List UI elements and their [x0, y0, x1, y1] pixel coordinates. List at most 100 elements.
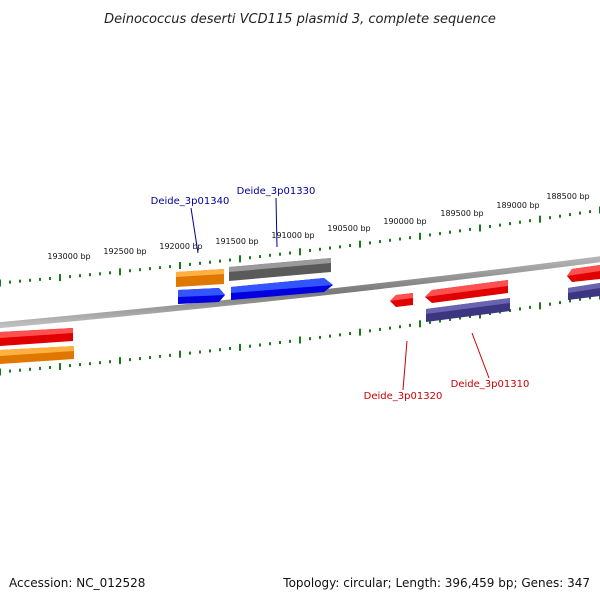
minor-tick	[329, 334, 331, 338]
minor-tick	[79, 274, 81, 278]
tick-label: 193000 bp	[47, 252, 90, 261]
minor-tick	[589, 296, 591, 300]
major-tick	[239, 255, 241, 263]
minor-tick	[369, 329, 371, 333]
major-tick	[0, 279, 1, 287]
minor-tick	[149, 267, 151, 271]
minor-tick	[519, 220, 521, 224]
major-tick	[299, 248, 301, 256]
feature-red-right-edge[interactable]	[567, 265, 600, 282]
major-tick	[59, 274, 61, 282]
minor-tick	[339, 333, 341, 337]
accession-text: Accession: NC_012528	[9, 576, 146, 590]
tick-label: 190500 bp	[327, 224, 370, 233]
minor-tick	[529, 305, 531, 309]
major-tick	[239, 343, 241, 351]
major-tick	[479, 224, 481, 232]
minor-tick	[269, 342, 271, 346]
minor-tick	[29, 278, 31, 282]
backbone-arc	[0, 256, 600, 329]
outer-ticks	[0, 206, 600, 287]
minor-tick	[329, 246, 331, 250]
minor-tick	[429, 233, 431, 237]
minor-tick	[499, 223, 501, 227]
feature-red-1310-upper[interactable]	[425, 280, 508, 303]
tick-labels: 188500 bp 189000 bp 189500 bp 190000 bp …	[47, 192, 589, 261]
minor-tick	[459, 229, 461, 233]
minor-tick	[349, 244, 351, 247]
minor-tick	[29, 367, 31, 371]
major-tick	[179, 262, 181, 269]
major-tick	[119, 268, 121, 276]
feature-purple-right-edge[interactable]	[568, 283, 600, 300]
feature-orange-upper[interactable]	[176, 269, 224, 287]
minor-tick	[19, 279, 21, 283]
minor-tick	[279, 341, 281, 344]
minor-tick	[89, 362, 91, 366]
major-tick	[299, 336, 301, 344]
minor-tick	[49, 366, 51, 369]
minor-tick	[39, 277, 41, 281]
feature-blue-upper-1330[interactable]	[231, 278, 333, 300]
minor-tick	[79, 363, 81, 367]
feature-blue-upper-1340[interactable]	[178, 288, 225, 304]
minor-tick	[369, 241, 371, 245]
minor-tick	[579, 211, 581, 215]
minor-tick	[139, 268, 141, 272]
minor-tick	[439, 232, 441, 236]
minor-tick	[489, 225, 491, 228]
major-tick	[539, 215, 541, 223]
minor-tick	[109, 271, 111, 275]
minor-tick	[169, 265, 171, 269]
minor-tick	[279, 252, 281, 256]
minor-tick	[559, 301, 561, 305]
minor-tick	[379, 327, 381, 331]
gene-label-1320[interactable]: Deide_3p01320	[364, 391, 443, 402]
topology-summary: Topology: circular; Length: 396,459 bp; …	[283, 576, 590, 590]
minor-tick	[199, 261, 201, 265]
minor-tick	[469, 227, 471, 231]
minor-tick	[429, 320, 431, 324]
minor-tick	[389, 238, 391, 242]
minor-tick	[69, 275, 71, 279]
gene-label-1330[interactable]: Deide_3p01330	[237, 186, 316, 197]
minor-tick	[169, 353, 171, 357]
major-tick	[359, 240, 361, 248]
minor-tick	[289, 339, 291, 343]
minor-tick	[379, 240, 381, 244]
gene-label-1340[interactable]: Deide_3p01340	[151, 196, 230, 207]
minor-tick	[159, 354, 161, 358]
minor-tick	[549, 302, 551, 306]
feature-orange-left-edge[interactable]	[0, 346, 74, 364]
minor-tick	[589, 210, 591, 214]
feature-red-1320[interactable]	[390, 293, 413, 307]
feature-red-left-edge[interactable]	[0, 328, 73, 346]
minor-tick	[189, 262, 191, 266]
minor-tick	[269, 253, 271, 257]
minor-tick	[399, 325, 401, 329]
minor-tick	[209, 349, 211, 353]
minor-tick	[449, 318, 451, 321]
major-tick	[0, 368, 1, 376]
minor-tick	[109, 360, 111, 364]
minor-tick	[19, 368, 21, 372]
minor-tick	[209, 260, 211, 264]
feature-purple-1310[interactable]	[426, 298, 510, 322]
major-tick	[359, 328, 361, 336]
feature-gray-upper[interactable]	[229, 258, 331, 281]
gene-label-1310[interactable]: Deide_3p01310	[451, 379, 530, 390]
minor-tick	[459, 316, 461, 320]
major-tick	[59, 363, 61, 371]
minor-tick	[259, 343, 261, 347]
minor-tick	[129, 269, 131, 273]
tick-label: 192000 bp	[159, 242, 202, 251]
major-tick	[179, 350, 181, 358]
major-tick	[119, 357, 121, 365]
minor-tick	[469, 315, 471, 318]
minor-tick	[219, 348, 221, 352]
minor-tick	[249, 344, 251, 348]
minor-tick	[439, 319, 441, 323]
minor-tick	[529, 219, 531, 223]
leader-line-1320	[402, 340, 408, 391]
minor-tick	[339, 245, 341, 249]
